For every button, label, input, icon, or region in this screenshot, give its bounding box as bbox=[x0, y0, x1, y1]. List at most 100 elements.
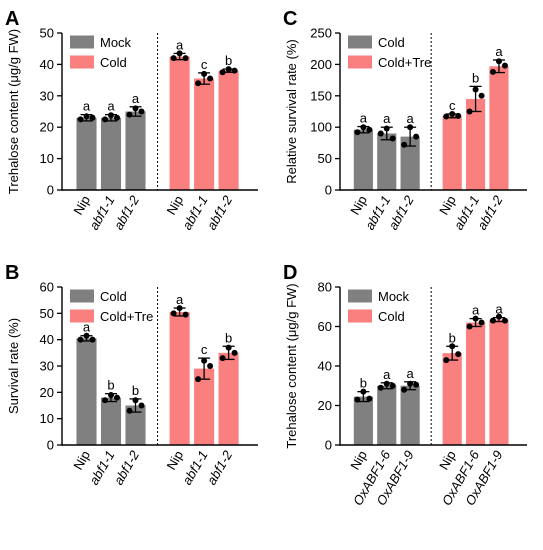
bar bbox=[100, 117, 122, 190]
bar bbox=[194, 368, 215, 445]
data-point bbox=[478, 92, 485, 99]
significance-letter: c bbox=[201, 57, 208, 72]
legend-swatch bbox=[348, 35, 372, 49]
legend-label: Cold bbox=[100, 55, 127, 70]
data-point bbox=[495, 313, 502, 320]
significance-letter: a bbox=[132, 91, 140, 106]
legend-swatch bbox=[70, 35, 94, 49]
y-tick-label: 0 bbox=[47, 183, 54, 198]
x-tick-label: abf1-2 bbox=[111, 447, 143, 487]
bar bbox=[125, 405, 146, 445]
data-point bbox=[89, 114, 96, 121]
data-point bbox=[466, 108, 473, 115]
data-point bbox=[195, 80, 202, 87]
bar bbox=[465, 322, 486, 445]
data-point bbox=[138, 402, 145, 409]
data-point bbox=[219, 69, 226, 76]
data-point bbox=[455, 112, 462, 119]
significance-letter: b bbox=[225, 330, 232, 345]
data-point bbox=[413, 133, 420, 140]
legend-swatch bbox=[70, 309, 94, 323]
significance-letter: b bbox=[107, 378, 114, 393]
y-tick-label: 20 bbox=[40, 120, 54, 135]
data-point bbox=[501, 62, 508, 69]
y-tick-label: 40 bbox=[40, 332, 54, 347]
panel-label: A bbox=[5, 8, 19, 30]
y-tick-label: 0 bbox=[325, 183, 332, 198]
x-tick-label: abf1-2 bbox=[204, 192, 236, 232]
legend-label: Mock bbox=[100, 35, 132, 50]
data-point bbox=[495, 58, 502, 65]
y-tick-label: 0 bbox=[325, 438, 332, 453]
data-point bbox=[219, 355, 226, 362]
data-point bbox=[102, 397, 108, 404]
data-point bbox=[132, 397, 139, 404]
x-tick-label: Nip bbox=[163, 448, 186, 472]
y-tick-label: 80 bbox=[318, 280, 332, 295]
x-tick-label: abf1-2 bbox=[474, 192, 506, 232]
x-tick-label: Nip bbox=[163, 193, 186, 217]
data-point bbox=[176, 50, 183, 57]
data-point bbox=[195, 376, 202, 383]
data-point bbox=[455, 351, 462, 358]
bar bbox=[465, 98, 486, 190]
data-point bbox=[201, 357, 208, 364]
significance-letter: a bbox=[407, 366, 415, 381]
bar bbox=[218, 352, 239, 445]
y-tick-label: 40 bbox=[40, 57, 54, 72]
data-point bbox=[466, 323, 473, 330]
data-point bbox=[225, 344, 232, 351]
y-axis-label: Trehalose content (μg/g FW) bbox=[6, 29, 21, 194]
bar bbox=[218, 70, 239, 190]
legend-label: Cold+Tre bbox=[378, 55, 431, 70]
bar bbox=[76, 338, 97, 445]
bar bbox=[169, 56, 190, 190]
data-point bbox=[366, 395, 373, 402]
significance-letter: a bbox=[407, 111, 415, 126]
y-tick-label: 200 bbox=[310, 57, 332, 72]
bar bbox=[169, 312, 190, 445]
data-point bbox=[472, 315, 479, 322]
significance-letter: b bbox=[472, 70, 479, 85]
x-tick-label: abf1-2 bbox=[385, 192, 417, 232]
data-point bbox=[478, 319, 485, 326]
panel-label: D bbox=[283, 262, 297, 284]
x-tick-label: Nip bbox=[436, 193, 459, 217]
x-tick-label: abf1-2 bbox=[204, 447, 236, 487]
x-tick-label: Nip bbox=[347, 448, 370, 472]
data-point bbox=[77, 116, 84, 123]
data-point bbox=[77, 336, 84, 343]
data-point bbox=[354, 129, 361, 136]
bar bbox=[100, 397, 122, 445]
y-tick-label: 50 bbox=[318, 151, 332, 166]
significance-letter: a bbox=[176, 292, 184, 307]
legend-swatch bbox=[70, 55, 94, 69]
legend-label: Mock bbox=[378, 289, 410, 304]
legend-swatch bbox=[348, 309, 372, 323]
y-tick-label: 10 bbox=[40, 411, 54, 426]
data-point bbox=[132, 105, 139, 112]
data-point bbox=[114, 394, 120, 401]
y-tick-label: 20 bbox=[40, 385, 54, 400]
data-point bbox=[401, 141, 408, 148]
y-tick-label: 20 bbox=[318, 398, 332, 413]
bar bbox=[76, 117, 97, 190]
data-point bbox=[176, 305, 183, 312]
significance-letter: b bbox=[449, 330, 456, 345]
bar bbox=[400, 385, 420, 445]
y-axis-label: Trehalose content (μg/g FW) bbox=[284, 283, 299, 448]
data-point bbox=[360, 124, 367, 131]
y-tick-label: 250 bbox=[310, 26, 332, 41]
y-tick-label: 60 bbox=[318, 319, 332, 334]
data-point bbox=[407, 380, 414, 387]
data-point bbox=[366, 126, 373, 133]
significance-letter: a bbox=[383, 367, 391, 382]
x-tick-label: abf1-2 bbox=[111, 192, 143, 232]
significance-letter: a bbox=[176, 37, 184, 52]
y-tick-label: 50 bbox=[40, 26, 54, 41]
significance-letter: b bbox=[360, 376, 367, 391]
data-point bbox=[449, 111, 456, 118]
data-point bbox=[360, 388, 367, 395]
data-point bbox=[83, 332, 90, 339]
